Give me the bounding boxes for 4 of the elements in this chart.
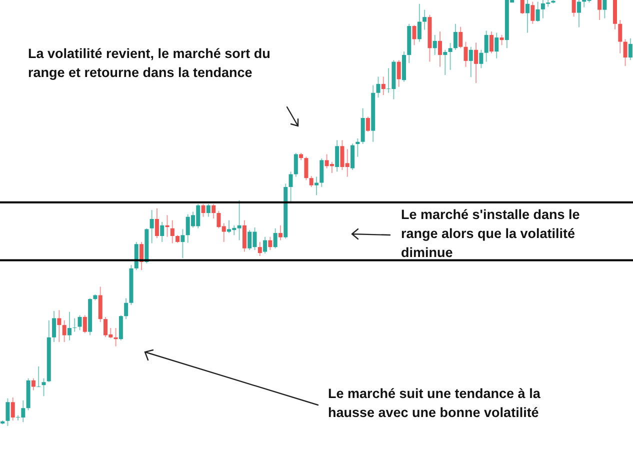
candlestick (520, 0, 524, 15)
annotation: Le marché suit une tendance à la hausse avec une bonne volatilité (328, 385, 540, 422)
annotation: Le marché s'installe dans le range alors que la volatilité diminue (401, 206, 580, 262)
annotation: La volatilité revient, le marché sort du range et retourne dans la tendance (28, 45, 270, 82)
